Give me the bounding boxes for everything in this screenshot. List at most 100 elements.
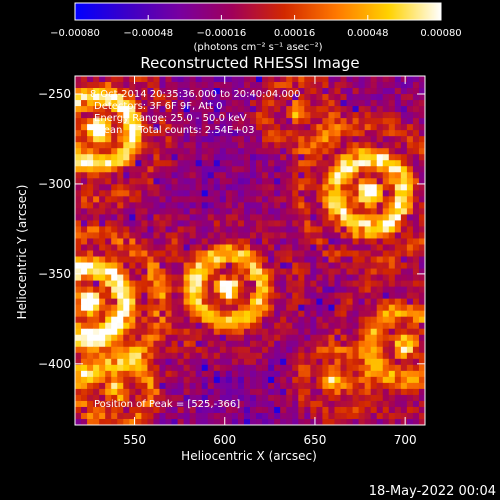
heatmap-cell: [93, 256, 100, 263]
heatmap-cell: [340, 112, 347, 119]
heatmap-cell: [388, 418, 396, 425]
heatmap-cell: [388, 412, 396, 420]
heatmap-cell: [274, 364, 281, 372]
heatmap-cell: [225, 250, 233, 257]
heatmap-cell: [352, 352, 360, 360]
heatmap-cell: [135, 214, 142, 221]
heatmap-cell: [316, 322, 323, 330]
heatmap-cell: [201, 184, 209, 191]
heatmap-cell: [231, 136, 239, 143]
heatmap-cell: [213, 316, 221, 324]
heatmap-cell: [412, 208, 420, 215]
heatmap-cell: [231, 400, 239, 408]
heatmap-cell: [195, 148, 203, 155]
heatmap-cell: [316, 328, 323, 336]
heatmap-cell: [111, 250, 118, 257]
heatmap-cell: [105, 304, 112, 312]
heatmap-cell: [358, 88, 366, 95]
heatmap-cell: [243, 412, 251, 420]
heatmap-cell: [406, 118, 414, 125]
heatmap-cell: [207, 412, 215, 420]
heatmap-cell: [280, 346, 287, 354]
heatmap-cell: [201, 178, 209, 185]
heatmap-cell: [370, 286, 378, 294]
heatmap-cell: [171, 310, 178, 318]
heatmap-cell: [231, 346, 239, 354]
heatmap-cell: [243, 334, 251, 342]
heatmap-cell: [231, 316, 239, 324]
heatmap-cell: [400, 82, 408, 89]
heatmap-cell: [183, 346, 191, 354]
heatmap-cell: [201, 400, 209, 408]
heatmap-cell: [310, 154, 317, 161]
heatmap-cell: [250, 118, 257, 125]
heatmap-cell: [123, 178, 130, 185]
heatmap-cell: [231, 310, 239, 318]
heatmap-cell: [310, 208, 317, 215]
heatmap-cell: [418, 130, 425, 137]
heatmap-cell: [256, 190, 263, 197]
heatmap-cell: [400, 382, 408, 390]
heatmap-cell: [280, 190, 287, 197]
heatmap-cell: [147, 418, 154, 425]
heatmap-cell: [328, 154, 335, 161]
heatmap-cell: [81, 136, 88, 143]
heatmap-cell: [382, 238, 390, 245]
heatmap-cell: [219, 208, 227, 215]
heatmap-cell: [105, 322, 112, 330]
heatmap-cell: [183, 304, 191, 312]
heatmap-cell: [382, 316, 390, 324]
heatmap-cell: [75, 280, 82, 288]
heatmap-cell: [250, 418, 257, 425]
heatmap-cell: [256, 82, 263, 89]
heatmap-cell: [352, 130, 360, 137]
heatmap-cell: [243, 406, 251, 414]
heatmap-cell: [177, 106, 185, 113]
heatmap-cell: [189, 412, 197, 420]
heatmap-cell: [171, 406, 178, 414]
heatmap-cell: [400, 76, 408, 83]
colorbar-unit-label: (photons cm⁻² s⁻¹ asec⁻²): [193, 42, 322, 53]
heatmap-cell: [93, 154, 100, 161]
heatmap-cell: [418, 370, 425, 378]
heatmap-cell: [298, 280, 305, 288]
heatmap-cell: [346, 280, 353, 288]
heatmap-cell: [129, 100, 136, 107]
heatmap-cell: [129, 394, 136, 402]
heatmap-cell: [280, 142, 287, 149]
heatmap-cell: [298, 82, 305, 89]
heatmap-cell: [135, 268, 142, 275]
heatmap-cell: [262, 82, 269, 89]
heatmap-cell: [376, 244, 384, 251]
heatmap-cell: [388, 112, 396, 119]
heatmap-cell: [231, 214, 239, 221]
heatmap-cell: [75, 358, 82, 366]
heatmap-cell: [316, 406, 323, 414]
heatmap-cell: [412, 244, 420, 251]
heatmap-cell: [207, 358, 215, 366]
heatmap-cell: [298, 316, 305, 324]
heatmap-cell: [352, 76, 360, 83]
heatmap-cell: [346, 370, 353, 378]
heatmap-cell: [292, 328, 299, 336]
heatmap-cell: [111, 376, 118, 384]
heatmap-cell: [382, 250, 390, 257]
heatmap-cell: [129, 268, 136, 275]
heatmap-cell: [177, 88, 185, 95]
heatmap-cell: [322, 262, 329, 269]
heatmap-cell: [195, 406, 203, 414]
heatmap-cell: [75, 166, 82, 173]
heatmap-cell: [105, 76, 112, 83]
heatmap-cell: [304, 304, 311, 312]
heatmap-cell: [262, 208, 269, 215]
heatmap-cell: [117, 166, 124, 173]
heatmap-cell: [406, 364, 414, 372]
heatmap-cell: [93, 340, 100, 348]
heatmap-cell: [394, 292, 402, 300]
heatmap-cell: [189, 262, 197, 269]
heatmap-cell: [394, 118, 402, 125]
heatmap-cell: [189, 406, 197, 414]
heatmap-cell: [87, 316, 94, 324]
heatmap-cell: [358, 292, 366, 300]
heatmap-cell: [364, 142, 372, 149]
